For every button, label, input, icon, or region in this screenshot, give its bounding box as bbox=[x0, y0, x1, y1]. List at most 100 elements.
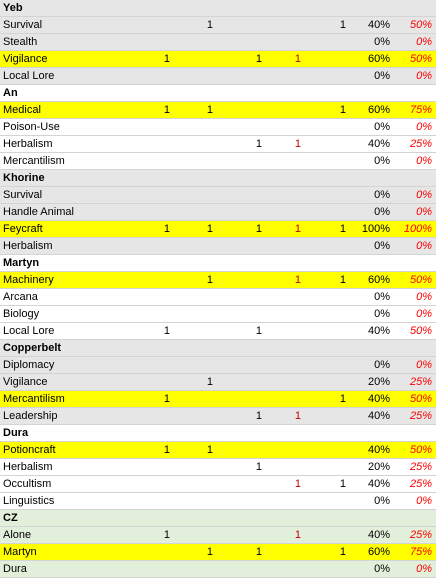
skill-name-cell[interactable]: Feycraft bbox=[3, 223, 43, 235]
group-header-row[interactable]: Dura bbox=[0, 425, 436, 442]
skill-name-cell[interactable]: Dura bbox=[3, 563, 27, 575]
skill-name-cell[interactable]: Biology bbox=[3, 308, 40, 320]
skill-row[interactable]: Martyn 1 1 1 60% 75% bbox=[0, 544, 436, 561]
skill-row[interactable]: Linguistics 0% 0% bbox=[0, 493, 436, 510]
skill-row[interactable]: Stealth 0% 0% bbox=[0, 34, 436, 51]
score-cell-5[interactable]: 1 bbox=[339, 393, 346, 405]
weighted-percent-cell[interactable]: 50% bbox=[409, 53, 432, 65]
weighted-percent-cell[interactable]: 0% bbox=[416, 189, 432, 201]
skill-name-cell[interactable]: Vigilance bbox=[3, 376, 48, 388]
group-header-row[interactable]: Khorine bbox=[0, 170, 436, 187]
score-cell-1[interactable]: 1 bbox=[163, 223, 170, 235]
skill-name-cell[interactable]: Linguistics bbox=[3, 495, 55, 507]
weighted-percent-cell[interactable]: 25% bbox=[409, 529, 432, 541]
percent-cell[interactable]: 0% bbox=[374, 36, 390, 48]
percent-cell[interactable]: 60% bbox=[367, 274, 390, 286]
skill-name-cell[interactable]: Vigilance bbox=[3, 53, 48, 65]
score-cell-5[interactable]: 1 bbox=[339, 104, 346, 116]
group-name-cell[interactable]: An bbox=[3, 87, 18, 99]
score-cell-3[interactable]: 1 bbox=[255, 410, 262, 422]
score-cell-1[interactable]: 1 bbox=[163, 393, 170, 405]
score-cell-2[interactable]: 1 bbox=[206, 223, 213, 235]
group-header-row[interactable]: Copperbelt bbox=[0, 340, 436, 357]
score-cell-2[interactable]: 1 bbox=[206, 274, 213, 286]
skill-row[interactable]: Vigilance 1 1 1 60% 50% bbox=[0, 51, 436, 68]
skill-row[interactable]: Alone 1 1 40% 25% bbox=[0, 527, 436, 544]
skill-row[interactable]: Arcana 0% 0% bbox=[0, 289, 436, 306]
group-name-cell[interactable]: Dura bbox=[3, 427, 29, 439]
percent-cell[interactable]: 0% bbox=[374, 206, 390, 218]
skill-row[interactable]: Mercantilism 0% 0% bbox=[0, 153, 436, 170]
weighted-percent-cell[interactable]: 50% bbox=[409, 274, 432, 286]
skill-name-cell[interactable]: Medical bbox=[3, 104, 41, 116]
percent-cell[interactable]: 40% bbox=[367, 410, 390, 422]
group-name-cell[interactable]: Copperbelt bbox=[3, 342, 62, 354]
skill-name-cell[interactable]: Poison-Use bbox=[3, 121, 60, 133]
weighted-percent-cell[interactable]: 25% bbox=[409, 410, 432, 422]
weighted-percent-cell[interactable]: 0% bbox=[416, 36, 432, 48]
skill-row[interactable]: Occultism 1 1 40% 25% bbox=[0, 476, 436, 493]
percent-cell[interactable]: 20% bbox=[367, 461, 390, 473]
score-cell-4[interactable]: 1 bbox=[294, 274, 301, 286]
skill-row[interactable]: Survival 0% 0% bbox=[0, 187, 436, 204]
weighted-percent-cell[interactable]: 0% bbox=[416, 240, 432, 252]
skill-row[interactable]: Leadership 1 1 40% 25% bbox=[0, 408, 436, 425]
skill-name-cell[interactable]: Alone bbox=[3, 529, 32, 541]
skill-name-cell[interactable]: Arcana bbox=[3, 291, 38, 303]
weighted-percent-cell[interactable]: 25% bbox=[409, 376, 432, 388]
percent-cell[interactable]: 0% bbox=[374, 240, 390, 252]
group-header-row[interactable]: Martyn bbox=[0, 255, 436, 272]
score-cell-4[interactable]: 1 bbox=[294, 478, 301, 490]
weighted-percent-cell[interactable]: 25% bbox=[409, 461, 432, 473]
skill-row[interactable]: Biology 0% 0% bbox=[0, 306, 436, 323]
score-cell-4[interactable]: 1 bbox=[294, 410, 301, 422]
skill-row[interactable]: Herbalism 1 1 40% 25% bbox=[0, 136, 436, 153]
score-cell-5[interactable]: 1 bbox=[339, 19, 346, 31]
score-cell-1[interactable]: 1 bbox=[163, 529, 170, 541]
percent-cell[interactable]: 40% bbox=[367, 444, 390, 456]
score-cell-3[interactable]: 1 bbox=[255, 53, 262, 65]
skill-row[interactable]: Potioncraft 1 1 40% 50% bbox=[0, 442, 436, 459]
group-header-row[interactable]: Yeb bbox=[0, 0, 436, 17]
skill-name-cell[interactable]: Stealth bbox=[3, 36, 38, 48]
group-name-cell[interactable]: Yeb bbox=[3, 2, 23, 14]
weighted-percent-cell[interactable]: 50% bbox=[409, 19, 432, 31]
score-cell-2[interactable]: 1 bbox=[206, 104, 213, 116]
percent-cell[interactable]: 40% bbox=[367, 478, 390, 490]
weighted-percent-cell[interactable]: 25% bbox=[409, 138, 432, 150]
score-cell-4[interactable]: 1 bbox=[294, 53, 301, 65]
percent-cell[interactable]: 60% bbox=[367, 53, 390, 65]
score-cell-2[interactable]: 1 bbox=[206, 19, 213, 31]
group-name-cell[interactable]: Khorine bbox=[3, 172, 45, 184]
weighted-percent-cell[interactable]: 0% bbox=[416, 155, 432, 167]
weighted-percent-cell[interactable]: 75% bbox=[409, 546, 432, 558]
weighted-percent-cell[interactable]: 75% bbox=[409, 104, 432, 116]
score-cell-2[interactable]: 1 bbox=[206, 444, 213, 456]
score-cell-1[interactable]: 1 bbox=[163, 444, 170, 456]
skill-name-cell[interactable]: Survival bbox=[3, 189, 43, 201]
group-header-row[interactable]: An bbox=[0, 85, 436, 102]
skill-name-cell[interactable]: Diplomacy bbox=[3, 359, 55, 371]
percent-cell[interactable]: 20% bbox=[367, 376, 390, 388]
percent-cell[interactable]: 0% bbox=[374, 155, 390, 167]
score-cell-5[interactable]: 1 bbox=[339, 274, 346, 286]
skill-name-cell[interactable]: Leadership bbox=[3, 410, 58, 422]
skill-row[interactable]: Machinery 1 1 1 60% 50% bbox=[0, 272, 436, 289]
skill-row[interactable]: Herbalism 1 20% 25% bbox=[0, 459, 436, 476]
skill-name-cell[interactable]: Mercantilism bbox=[3, 155, 65, 167]
skill-row[interactable]: Vigilance 1 20% 25% bbox=[0, 374, 436, 391]
weighted-percent-cell[interactable]: 0% bbox=[416, 291, 432, 303]
weighted-percent-cell[interactable]: 25% bbox=[409, 478, 432, 490]
skill-row[interactable]: Dura 0% 0% bbox=[0, 561, 436, 578]
score-cell-1[interactable]: 1 bbox=[163, 53, 170, 65]
weighted-percent-cell[interactable]: 100% bbox=[403, 223, 432, 235]
score-cell-3[interactable]: 1 bbox=[255, 546, 262, 558]
score-cell-3[interactable]: 1 bbox=[255, 461, 262, 473]
skill-name-cell[interactable]: Mercantilism bbox=[3, 393, 65, 405]
percent-cell[interactable]: 0% bbox=[374, 563, 390, 575]
percent-cell[interactable]: 0% bbox=[374, 308, 390, 320]
skill-row[interactable]: Feycraft 1 1 1 1 1 100% 100% bbox=[0, 221, 436, 238]
score-cell-3[interactable]: 1 bbox=[255, 138, 262, 150]
score-cell-4[interactable]: 1 bbox=[294, 529, 301, 541]
group-name-cell[interactable]: Martyn bbox=[3, 257, 40, 269]
